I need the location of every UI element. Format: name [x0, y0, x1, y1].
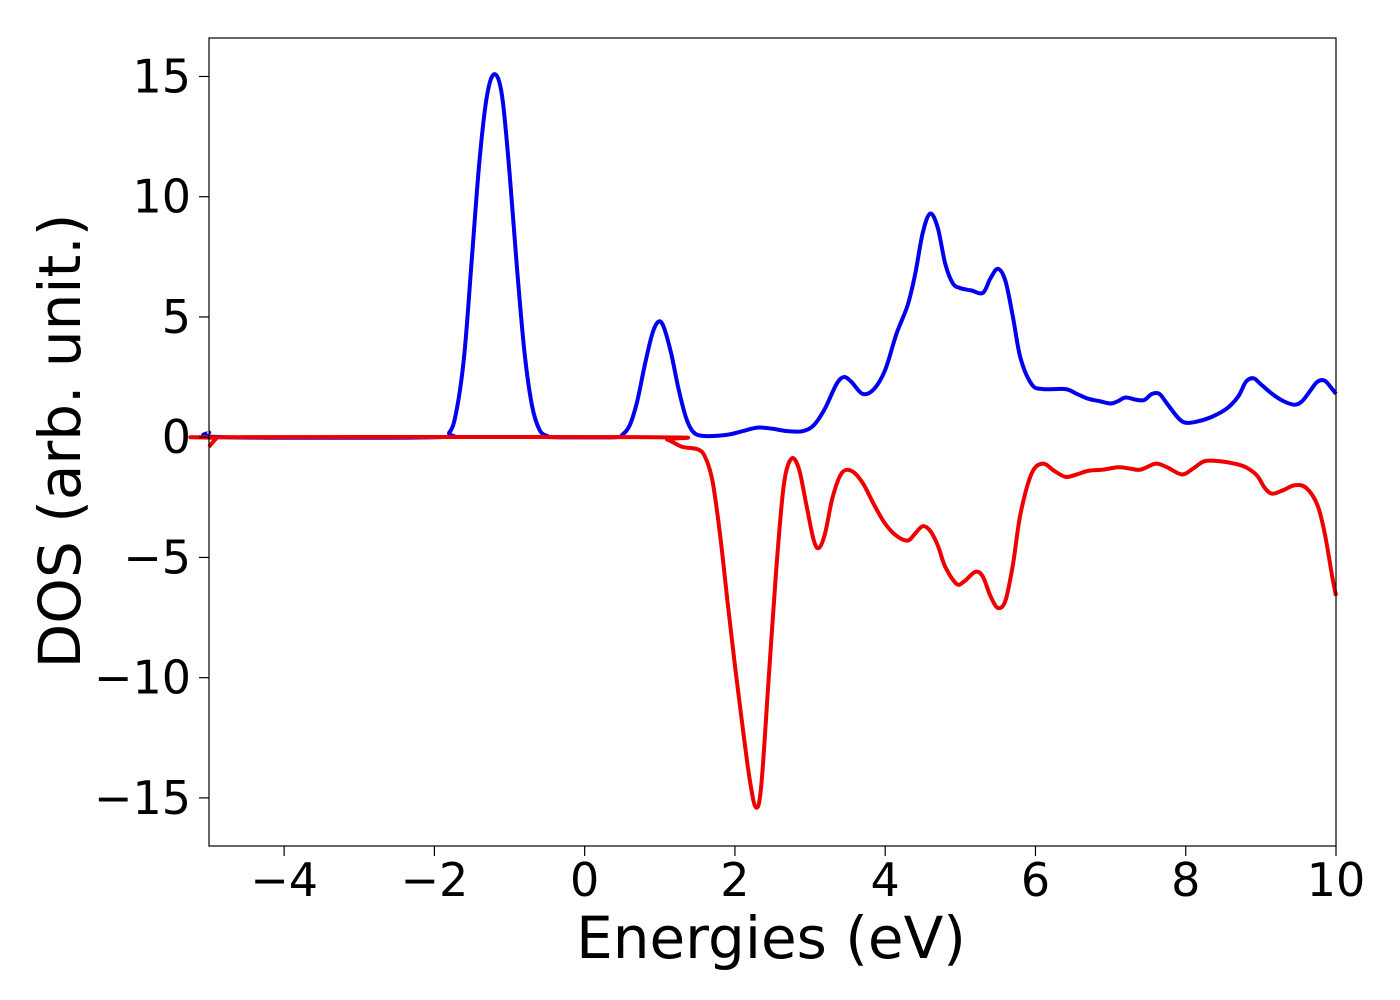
series-line-1 — [201, 72, 1338, 440]
x-tick-label: −4 — [250, 853, 318, 907]
y-tick-label: 0 — [162, 410, 191, 464]
x-tick-label: 10 — [1307, 853, 1366, 907]
x-axis-ticks: −4 −2 0 2 4 6 8 10 — [250, 846, 1365, 907]
y-tick-label: −15 — [94, 771, 191, 825]
plot-frame — [208, 37, 1337, 847]
y-tick-label: 10 — [132, 170, 191, 224]
y-tick-label: −5 — [123, 530, 191, 584]
x-tick-label: −2 — [400, 853, 468, 907]
y-tick-label: 15 — [132, 49, 191, 103]
x-tick-label: 8 — [1171, 853, 1200, 907]
series-lines — [188, 72, 1338, 810]
y-tick-label: 5 — [162, 290, 191, 344]
x-tick-label: 4 — [871, 853, 900, 907]
x-axis-label: Energies (eV) — [576, 904, 966, 972]
x-tick-label: 0 — [570, 853, 599, 907]
y-tick-label: −10 — [94, 651, 191, 705]
x-tick-label: 6 — [1021, 853, 1050, 907]
x-tick-label: 2 — [720, 853, 749, 907]
y-axis-label: DOS (arb. unit.) — [26, 214, 94, 669]
y-axis-ticks: 15 10 5 0 −5 −10 −15 — [94, 49, 209, 825]
series-line-2 — [188, 434, 1338, 810]
